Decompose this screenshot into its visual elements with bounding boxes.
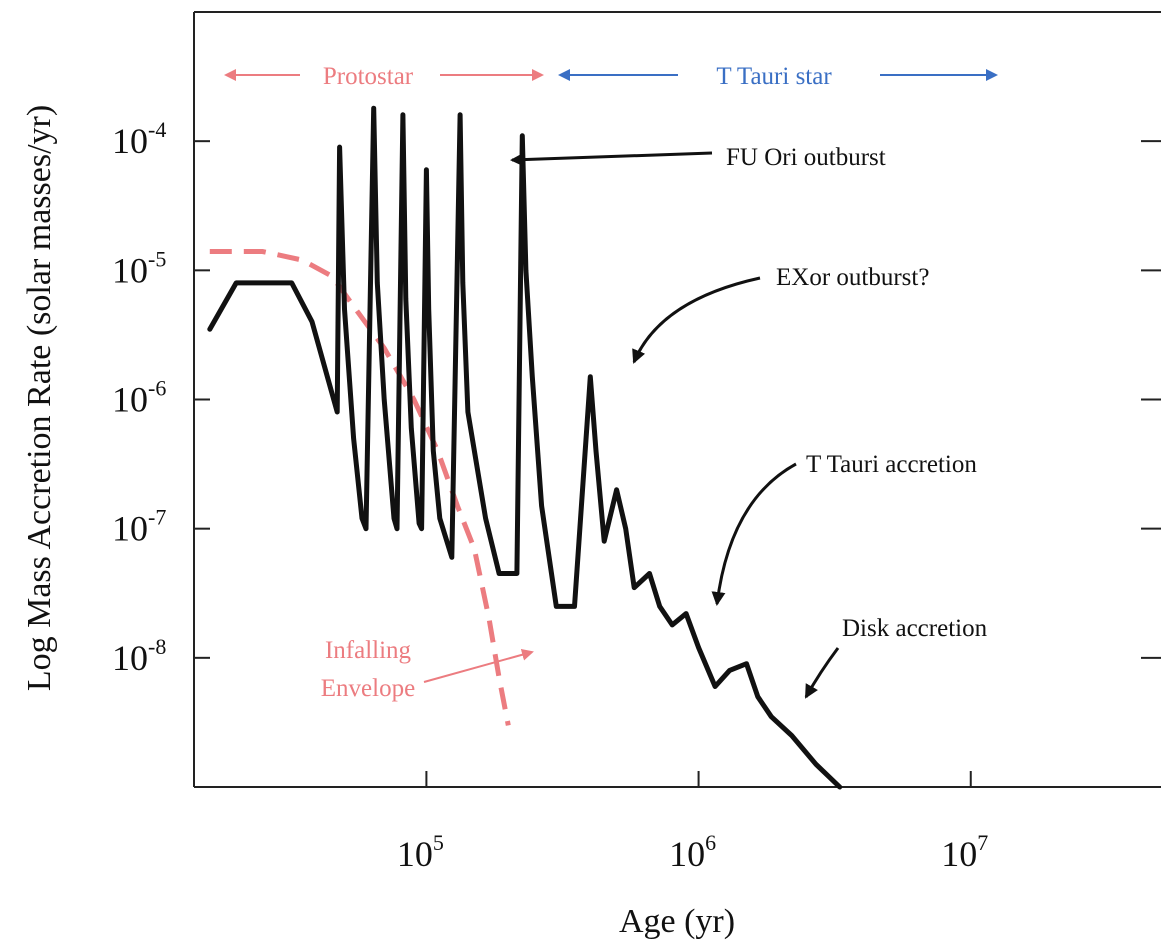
disk-accretion-arrow [804, 647, 840, 699]
y-ticks: 10-4 10-5 10-6 10-7 10-8 [112, 117, 1161, 678]
x-tick-label-1: 106 [669, 830, 716, 874]
exor-label: EXor outburst? [776, 264, 929, 291]
infalling-envelope-arrow [423, 648, 534, 683]
x-tick-label-2: 107 [941, 830, 988, 874]
y-tick-label-4: 10-8 [112, 634, 166, 678]
y-tick-label-0: 10-4 [112, 117, 166, 161]
fu-ori-label: FU Ori outburst [726, 144, 886, 171]
protostar-label: Protostar [323, 63, 414, 90]
x-axis-title: Age (yr) [619, 903, 735, 940]
ttauri-star-label: T Tauri star [716, 63, 832, 90]
x-ticks: 105 106 107 [397, 771, 988, 874]
exor-arrow [632, 276, 761, 364]
disk-accretion-label: Disk accretion [842, 615, 988, 642]
y-axis-title: Log Mass Accretion Rate (solar masses/yr… [21, 105, 58, 691]
accretion-rate-curve [207, 105, 843, 790]
infalling-envelope-label-line1: Infalling [325, 637, 412, 664]
x-tick-label-0: 105 [397, 830, 444, 874]
t-tauri-accretion-label: T Tauri accretion [806, 451, 977, 478]
y-tick-label-1: 10-5 [112, 246, 166, 290]
t-tauri-accretion-arrow [711, 462, 797, 606]
y-tick-label-2: 10-6 [112, 376, 166, 420]
fu-ori-arrow [510, 151, 713, 167]
infalling-envelope-label-line2: Envelope [321, 675, 415, 702]
infalling-envelope-curve [209, 249, 511, 726]
y-tick-label-3: 10-7 [112, 505, 166, 549]
